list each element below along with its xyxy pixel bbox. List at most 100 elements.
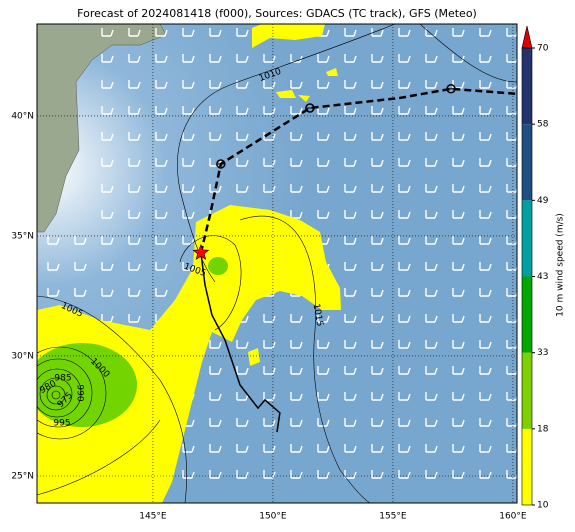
wind-barb xyxy=(479,184,492,193)
wind-barb xyxy=(290,80,303,89)
wind-barb xyxy=(128,54,141,63)
current-position xyxy=(192,243,210,260)
wind-barb xyxy=(479,158,492,167)
wind-barb xyxy=(398,236,411,245)
wind-barb xyxy=(290,314,303,323)
x-tick-label: 145°E xyxy=(139,512,167,522)
wind-barb xyxy=(398,340,411,349)
wind-barb xyxy=(398,132,411,141)
isobar xyxy=(37,419,161,496)
wind-barb xyxy=(452,418,465,427)
wind-barb xyxy=(398,54,411,63)
wind-barb xyxy=(344,210,357,219)
wind-barb xyxy=(479,340,492,349)
forecast-point xyxy=(446,84,456,94)
wind-barb xyxy=(155,132,168,141)
wind-barb xyxy=(479,288,492,297)
wind-barb xyxy=(452,392,465,401)
wind-barb xyxy=(371,80,384,89)
wind-barb xyxy=(425,392,438,401)
wind-barb xyxy=(452,158,465,167)
wind-barb xyxy=(263,444,276,453)
wind-barb xyxy=(344,106,357,115)
wind-barb xyxy=(263,340,276,349)
isobar-label: 995 xyxy=(53,419,70,429)
wind-barb xyxy=(506,262,517,271)
wind-barb xyxy=(398,392,411,401)
wind-barb xyxy=(209,418,222,427)
wind-barb xyxy=(236,106,249,115)
wind-barb xyxy=(479,236,492,245)
wind-barb xyxy=(506,106,517,115)
wind-barb xyxy=(263,314,276,323)
wind-barb xyxy=(344,314,357,323)
isobar-rings xyxy=(37,346,107,440)
wind-barb xyxy=(425,184,438,193)
wind-barb xyxy=(209,392,222,401)
wind-barb xyxy=(74,262,87,271)
x-tick-label: 155°E xyxy=(379,512,407,522)
wind-barb xyxy=(344,184,357,193)
wind-barb xyxy=(155,210,168,219)
wind-barb xyxy=(101,132,114,141)
wind-barb xyxy=(263,184,276,193)
wind-barb xyxy=(101,184,114,193)
wind-barb xyxy=(398,314,411,323)
wind-barb xyxy=(209,80,222,89)
wind-barb xyxy=(290,106,303,115)
wind-barb xyxy=(506,80,517,89)
wind-barb xyxy=(479,28,492,37)
wind-barb xyxy=(128,262,141,271)
wind-barb xyxy=(479,132,492,141)
wind-barb xyxy=(290,132,303,141)
wind-barb xyxy=(371,366,384,375)
wind-barb xyxy=(209,444,222,453)
wind-barb xyxy=(236,470,249,479)
wind-barb xyxy=(317,314,330,323)
forecast-point xyxy=(305,103,315,113)
wind-barb xyxy=(290,392,303,401)
wind-barb xyxy=(209,184,222,193)
wind-barb xyxy=(425,314,438,323)
chart-title: Forecast of 2024081418 (f000), Sources: … xyxy=(77,7,477,20)
colorbar-tick-label: 70 xyxy=(537,44,549,54)
wind-barb xyxy=(344,236,357,245)
wind-barb xyxy=(452,470,465,479)
wind-barb xyxy=(425,340,438,349)
wind-barb xyxy=(128,184,141,193)
wind-barb xyxy=(344,366,357,375)
wind-barb xyxy=(344,54,357,63)
wind-barb xyxy=(398,444,411,453)
colorbar-label: 10 m wind speed (m/s) xyxy=(556,213,566,317)
wind-barb xyxy=(398,366,411,375)
wind-barb xyxy=(506,340,517,349)
wind-barb xyxy=(371,236,384,245)
wind-barb xyxy=(425,210,438,219)
wind-barb xyxy=(101,80,114,89)
wind-barb xyxy=(155,54,168,63)
wind-barb xyxy=(506,418,517,427)
wind-barb xyxy=(479,444,492,453)
wind-barb xyxy=(101,106,114,115)
wind-barb xyxy=(128,314,141,323)
wind-barb xyxy=(182,158,195,167)
wind-barb xyxy=(398,210,411,219)
wind-barb xyxy=(506,366,517,375)
wind-barb xyxy=(479,314,492,323)
wind-barb xyxy=(182,444,195,453)
wind-barb xyxy=(128,132,141,141)
wind-barb xyxy=(290,340,303,349)
wind-barb xyxy=(452,366,465,375)
wind-barb xyxy=(452,184,465,193)
wind-barb xyxy=(506,184,517,193)
y-tick-label: 30°N xyxy=(11,351,34,361)
wind-barb xyxy=(155,106,168,115)
x-tick-label: 160°E xyxy=(499,512,527,522)
colorbar-segment xyxy=(522,200,532,277)
wind-barb xyxy=(236,28,249,37)
wind-barb xyxy=(452,444,465,453)
wind-barb xyxy=(506,132,517,141)
wind-barb xyxy=(290,470,303,479)
grid xyxy=(37,24,517,503)
